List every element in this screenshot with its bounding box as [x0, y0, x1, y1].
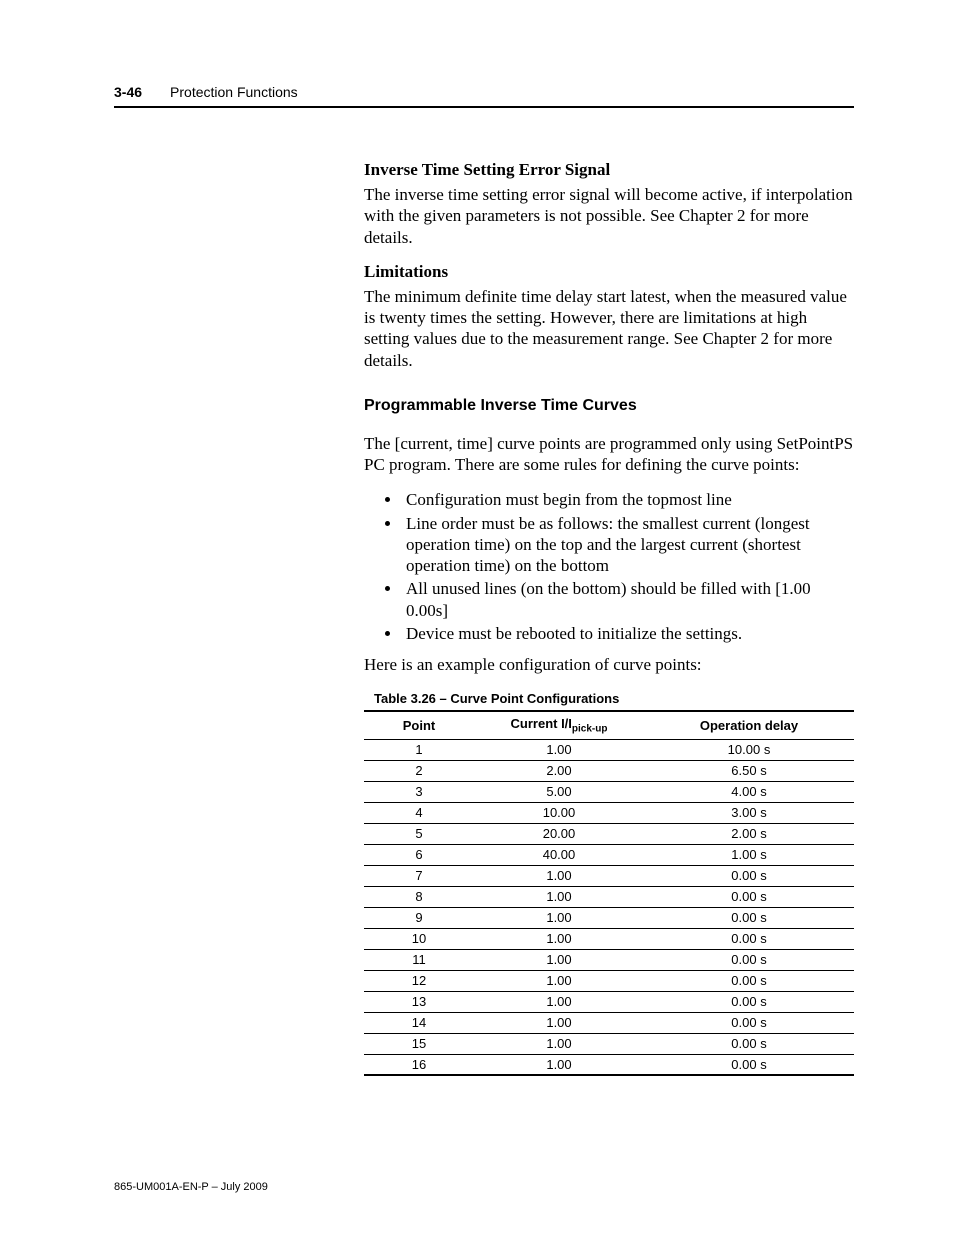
table-cell: 5 — [364, 823, 474, 844]
table-cell: 13 — [364, 991, 474, 1012]
table-cell: 0.00 s — [644, 991, 854, 1012]
page-header: 3-46 Protection Functions — [114, 84, 854, 108]
table-cell: 1.00 — [474, 739, 644, 760]
table-row: 35.004.00 s — [364, 781, 854, 802]
table-cell: 1.00 — [474, 949, 644, 970]
table-cell: 10.00 s — [644, 739, 854, 760]
table-cell: 1.00 — [474, 970, 644, 991]
table-cell: 4.00 s — [644, 781, 854, 802]
table-cell: 0.00 s — [644, 865, 854, 886]
table-cell: 14 — [364, 1012, 474, 1033]
table-cell: 1.00 — [474, 1033, 644, 1054]
list-item: Line order must be as follows: the small… — [402, 513, 854, 577]
col-delay: Operation delay — [644, 711, 854, 739]
table-row: 91.000.00 s — [364, 907, 854, 928]
table-row: 161.000.00 s — [364, 1054, 854, 1075]
rules-list: Configuration must begin from the topmos… — [402, 489, 854, 644]
section-title: Protection Functions — [170, 84, 298, 100]
table-cell: 9 — [364, 907, 474, 928]
table-row: 520.002.00 s — [364, 823, 854, 844]
table-cell: 40.00 — [474, 844, 644, 865]
table-row: 640.001.00 s — [364, 844, 854, 865]
table-row: 410.003.00 s — [364, 802, 854, 823]
paragraph-curves-intro: The [current, time] curve points are pro… — [364, 433, 854, 476]
table-cell: 1.00 — [474, 1012, 644, 1033]
table-row: 121.000.00 s — [364, 970, 854, 991]
table-cell: 2.00 s — [644, 823, 854, 844]
col-current-label: Current I/I — [511, 716, 572, 731]
table-cell: 1.00 — [474, 907, 644, 928]
table-cell: 11 — [364, 949, 474, 970]
heading-limitations: Limitations — [364, 262, 854, 282]
table-cell: 6.50 s — [644, 760, 854, 781]
table-cell: 0.00 s — [644, 907, 854, 928]
paragraph-curves-outro: Here is an example configuration of curv… — [364, 654, 854, 675]
table-cell: 1.00 — [474, 928, 644, 949]
col-current: Current I/Ipick-up — [474, 711, 644, 739]
table-caption: Table 3.26 – Curve Point Configurations — [374, 691, 854, 706]
table-cell: 7 — [364, 865, 474, 886]
table-cell: 2.00 — [474, 760, 644, 781]
table-row: 22.006.50 s — [364, 760, 854, 781]
table-cell: 0.00 s — [644, 928, 854, 949]
table-cell: 1.00 — [474, 1054, 644, 1075]
page: 3-46 Protection Functions Inverse Time S… — [0, 0, 954, 1235]
table-cell: 20.00 — [474, 823, 644, 844]
table-cell: 1.00 — [474, 865, 644, 886]
table-cell: 12 — [364, 970, 474, 991]
table-cell: 1.00 — [474, 991, 644, 1012]
table-cell: 4 — [364, 802, 474, 823]
table-cell: 0.00 s — [644, 970, 854, 991]
table-cell: 2 — [364, 760, 474, 781]
table-row: 11.0010.00 s — [364, 739, 854, 760]
col-current-sub: pick-up — [572, 724, 608, 735]
page-footer: 865-UM001A-EN-P – July 2009 — [114, 1181, 268, 1193]
table-row: 111.000.00 s — [364, 949, 854, 970]
table-row: 151.000.00 s — [364, 1033, 854, 1054]
paragraph-inverse-time: The inverse time setting error signal wi… — [364, 184, 854, 248]
content-column: Inverse Time Setting Error Signal The in… — [364, 160, 854, 1076]
table-cell: 8 — [364, 886, 474, 907]
page-number: 3-46 — [114, 84, 142, 100]
table-cell: 15 — [364, 1033, 474, 1054]
table-cell: 0.00 s — [644, 1054, 854, 1075]
list-item: Device must be rebooted to initialize th… — [402, 623, 854, 644]
table-cell: 1 — [364, 739, 474, 760]
table-row: 141.000.00 s — [364, 1012, 854, 1033]
table-cell: 16 — [364, 1054, 474, 1075]
paragraph-limitations: The minimum definite time delay start la… — [364, 286, 854, 371]
table-cell: 6 — [364, 844, 474, 865]
table-cell: 1.00 s — [644, 844, 854, 865]
table-cell: 3.00 s — [644, 802, 854, 823]
table-cell: 10.00 — [474, 802, 644, 823]
table-header-row: Point Current I/Ipick-up Operation delay — [364, 711, 854, 739]
heading-programmable-curves: Programmable Inverse Time Curves — [364, 397, 854, 415]
curve-point-table: Point Current I/Ipick-up Operation delay… — [364, 710, 854, 1076]
table-body: 11.0010.00 s22.006.50 s35.004.00 s410.00… — [364, 739, 854, 1075]
table-cell: 0.00 s — [644, 1012, 854, 1033]
table-cell: 0.00 s — [644, 949, 854, 970]
table-cell: 0.00 s — [644, 886, 854, 907]
col-point: Point — [364, 711, 474, 739]
list-item: Configuration must begin from the topmos… — [402, 489, 854, 510]
table-cell: 3 — [364, 781, 474, 802]
table-cell: 1.00 — [474, 886, 644, 907]
table-cell: 0.00 s — [644, 1033, 854, 1054]
table-row: 101.000.00 s — [364, 928, 854, 949]
table-row: 131.000.00 s — [364, 991, 854, 1012]
table-row: 81.000.00 s — [364, 886, 854, 907]
list-item: All unused lines (on the bottom) should … — [402, 578, 854, 621]
table-cell: 10 — [364, 928, 474, 949]
table-row: 71.000.00 s — [364, 865, 854, 886]
heading-inverse-time: Inverse Time Setting Error Signal — [364, 160, 854, 180]
table-cell: 5.00 — [474, 781, 644, 802]
